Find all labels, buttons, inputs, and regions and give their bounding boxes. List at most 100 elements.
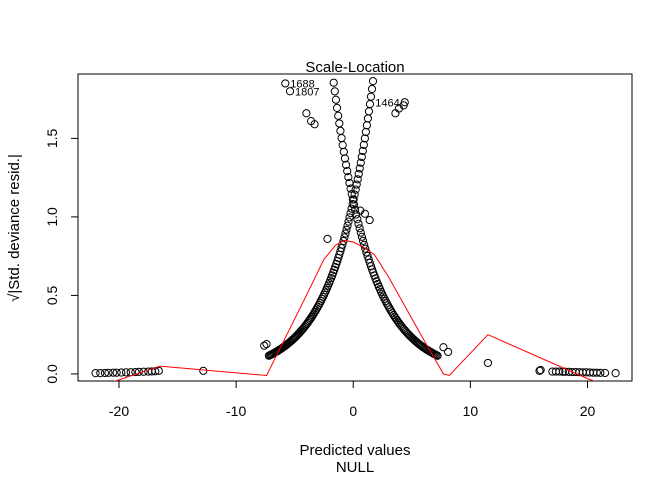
curve-point	[360, 134, 369, 143]
curve-point	[362, 121, 371, 130]
curve-point	[337, 133, 346, 143]
curve-point	[354, 219, 363, 228]
y-axis-label: √|Std. deviance resid.|	[6, 154, 23, 302]
x-tick-label: 20	[580, 403, 596, 419]
curve-point	[368, 77, 378, 86]
curve-point	[350, 190, 359, 199]
curve-point	[346, 184, 355, 193]
curve-point	[341, 229, 350, 238]
labeled-point	[400, 98, 409, 107]
y-axis: 0.0 0.5 1.0 1.5	[44, 128, 79, 384]
data-point	[121, 368, 131, 377]
curve-point	[301, 321, 310, 330]
curve-point	[344, 217, 353, 226]
data-point	[96, 369, 105, 378]
curve-point	[364, 107, 374, 116]
data-point	[611, 369, 620, 378]
points-layer	[91, 77, 620, 378]
data-point	[100, 368, 110, 378]
curve-point	[363, 114, 373, 123]
data-point	[483, 358, 493, 368]
data-point	[536, 365, 545, 375]
curve-point	[351, 185, 360, 194]
x-axis-label: Predicted values	[300, 442, 411, 459]
y-tick-label: 1.5	[44, 128, 60, 148]
data-point	[109, 368, 118, 377]
data-point	[302, 109, 311, 118]
labeled-point	[281, 79, 290, 88]
data-point	[592, 368, 601, 377]
x-tick-label: -10	[226, 403, 246, 419]
data-point	[555, 367, 564, 376]
curve-point	[345, 213, 354, 222]
x-tick-label: 10	[463, 403, 479, 419]
data-point	[262, 340, 271, 349]
curve-point	[330, 87, 339, 96]
curve-point	[361, 127, 370, 137]
y-tick-label: 1.0	[44, 207, 60, 227]
smoother-layer	[113, 239, 596, 381]
curve-point	[357, 152, 366, 162]
data-point	[154, 366, 163, 375]
curve-point	[355, 224, 364, 233]
data-point	[391, 109, 400, 118]
data-point	[112, 368, 121, 377]
y-tick-label: 0.0	[44, 364, 60, 384]
curve-point	[341, 160, 351, 169]
curve-point	[381, 297, 390, 306]
x-axis-sublabel: NULL	[336, 459, 374, 476]
data-point	[104, 368, 113, 377]
point-label: 1688	[290, 78, 314, 90]
curve-point	[340, 154, 350, 163]
data-point	[439, 343, 448, 352]
curve-point	[329, 78, 338, 87]
curve-point	[366, 92, 376, 101]
point-label: 1807	[295, 86, 319, 98]
curve-point	[346, 209, 355, 218]
curve-point	[302, 319, 311, 329]
curve-point	[365, 100, 375, 109]
curve-point	[361, 244, 370, 253]
curve-point	[353, 215, 362, 224]
data-point	[323, 234, 332, 243]
labeled-point	[285, 87, 295, 96]
curve-point	[349, 195, 358, 204]
curve-point	[342, 225, 351, 234]
plot-frame	[77, 73, 633, 382]
data-point	[139, 367, 148, 376]
curve-point	[347, 204, 356, 213]
data-point	[260, 341, 269, 350]
x-tick-label: -20	[109, 403, 129, 419]
data-point	[131, 367, 140, 377]
curve-point	[290, 333, 299, 343]
data-point	[365, 215, 374, 225]
data-point	[91, 369, 100, 378]
curve-point	[348, 200, 357, 209]
curve-point	[336, 126, 345, 135]
curve-point	[359, 140, 368, 149]
curve-point	[360, 240, 369, 249]
data-point	[117, 368, 126, 377]
curve-point	[343, 221, 352, 230]
curve-point	[335, 119, 344, 128]
curve-point	[357, 232, 366, 241]
curve-point	[383, 301, 392, 310]
y-tick-label: 0.5	[44, 285, 60, 305]
data-point	[444, 347, 453, 357]
point-label: 1464	[375, 97, 399, 109]
curve-point	[356, 158, 365, 167]
curve-point	[338, 140, 347, 150]
smoother-line	[113, 239, 596, 381]
curve-point	[332, 103, 342, 112]
x-axis: -20 -10 0 10 20	[109, 380, 596, 419]
curve-point	[334, 111, 343, 120]
curve-point	[331, 95, 341, 104]
data-point	[310, 120, 319, 129]
data-point	[596, 368, 605, 377]
data-point	[360, 209, 370, 218]
data-point	[199, 366, 208, 375]
curve-point	[433, 351, 442, 360]
curve-point	[344, 173, 353, 182]
curve-point	[356, 228, 365, 237]
